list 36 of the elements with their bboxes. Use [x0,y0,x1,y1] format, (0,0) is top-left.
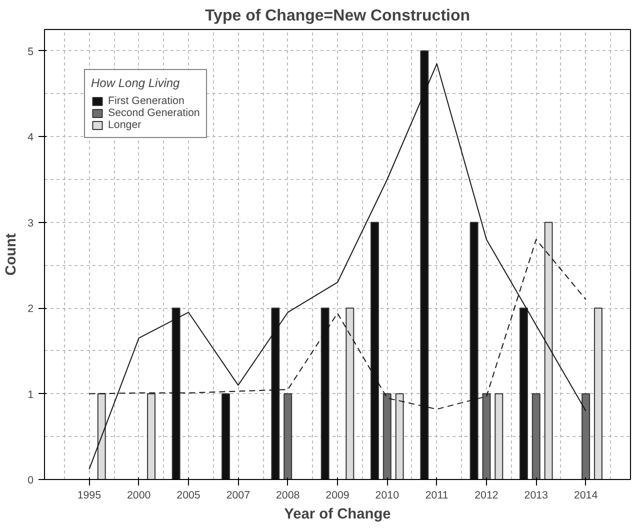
legend-label: First Generation [108,95,184,107]
bar [346,308,354,480]
legend-label: Second Generation [108,107,200,119]
y-tick-label: 0 [28,474,34,486]
bar [594,308,602,480]
bar [147,393,156,480]
y-tick-label: 4 [28,132,34,144]
x-tick-label: 2000 [127,490,151,502]
y-tick-label: 1 [28,388,34,401]
bar [395,393,404,480]
bar [482,393,491,480]
bar [582,393,590,480]
x-tick-label: 2014 [574,490,598,502]
bar [97,393,106,480]
y-tick-label: 2 [28,303,34,316]
x-tick-label: 2012 [474,490,498,502]
x-tick-label: 1995 [77,490,102,502]
x-tick-label: 2008 [276,490,300,502]
x-tick-label: 2009 [326,490,350,502]
legend-label: Longer [108,119,142,131]
bar [284,393,292,480]
y-axis-title: Count [4,233,20,276]
bar [544,222,553,480]
x-tick-label: 2005 [176,490,200,502]
legend-title: How Long Living [91,76,181,90]
bar [382,393,392,480]
y-tick-label: 5 [28,46,34,58]
x-axis-title: Year of Change [284,506,391,522]
bar [532,393,540,480]
chart-title: Type of Change=New Construction [204,8,470,24]
y-tick-label: 3 [28,217,34,230]
x-tick-label: 2011 [425,490,448,502]
x-tick-label: 2007 [226,490,250,502]
x-tick-label: 2010 [375,490,400,502]
bar [494,393,504,480]
x-tick-label: 2013 [524,490,548,502]
